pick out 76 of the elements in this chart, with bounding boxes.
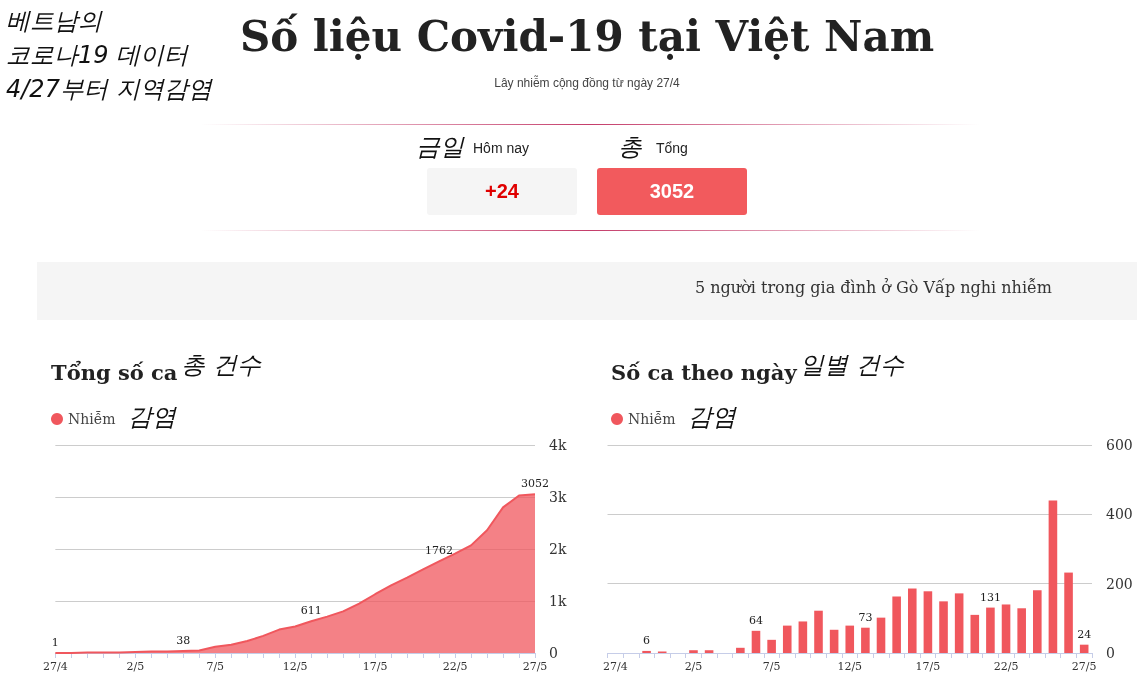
x-tick-label: 22/5	[993, 660, 1019, 673]
text: 총	[618, 132, 642, 163]
bar	[1064, 572, 1073, 653]
x-tick-label: 27/5	[522, 660, 548, 673]
y-tick-label: 0	[1106, 645, 1115, 661]
x-tick-label: 27/4	[602, 660, 628, 673]
bar	[689, 650, 698, 653]
bar	[829, 629, 839, 653]
text: +24	[427, 168, 577, 215]
y-tick-label: 400	[1106, 506, 1133, 523]
y-tick-label: 0	[549, 645, 558, 661]
x-tick-label: 17/5	[915, 660, 941, 673]
data-label: 3052	[521, 477, 549, 491]
text: 일별 건수	[800, 350, 904, 381]
y-tick-label: 200	[1106, 575, 1133, 592]
bar	[751, 630, 761, 653]
text: 5 người trong gia đình ở Gò Vấp nghi nhiễm	[695, 278, 1053, 297]
bar	[704, 650, 714, 653]
data-label: 73	[858, 610, 873, 624]
bar	[798, 621, 808, 653]
legend-label: Nhiễm	[68, 411, 116, 427]
bar	[954, 593, 964, 653]
bar	[1001, 604, 1011, 653]
bar	[939, 601, 948, 653]
bar	[642, 650, 651, 653]
y-tick-label: 3k	[549, 489, 567, 505]
x-tick-label: 7/5	[762, 660, 781, 673]
bar	[923, 591, 933, 653]
text: Số liệu Covid-19 tại Việt Nam	[239, 12, 935, 61]
data-label: 611	[300, 604, 322, 618]
bar	[1033, 590, 1042, 653]
x-tick-label: 7/5	[206, 660, 225, 673]
data-label: 1	[51, 635, 59, 649]
x-tick-label: 22/5	[442, 660, 468, 673]
data-label: 6	[643, 633, 651, 647]
data-label: 24	[1077, 627, 1092, 641]
data-label: 131	[979, 590, 1001, 604]
data-label: 1762	[425, 544, 454, 558]
y-tick-label: 2k	[549, 541, 567, 557]
chart-title: Tổng số ca	[51, 360, 178, 385]
text: 감염	[688, 402, 736, 433]
bar	[986, 607, 995, 653]
bar	[736, 647, 745, 653]
legend-label: Nhiễm	[628, 411, 676, 427]
data-label: 64	[748, 613, 763, 627]
text: Hôm nay	[473, 140, 530, 156]
x-tick-label: 2/5	[126, 660, 145, 673]
bar	[970, 614, 980, 653]
y-tick-label: 4k	[549, 437, 567, 453]
text: 금일	[416, 132, 464, 163]
bar	[1017, 608, 1026, 653]
bar	[767, 639, 776, 653]
bar	[845, 625, 855, 653]
x-tick-label: 17/5	[362, 660, 388, 673]
bar	[876, 617, 886, 653]
x-tick-label: 12/5	[837, 660, 863, 673]
x-tick-label: 2/5	[684, 660, 703, 673]
bar	[814, 610, 823, 653]
chart-title: Số ca theo ngày	[611, 360, 798, 385]
y-tick-label: 1k	[549, 593, 567, 609]
bar	[907, 588, 917, 653]
x-tick-label: 12/5	[282, 660, 308, 673]
bar	[861, 627, 870, 653]
text: 3052	[597, 168, 747, 215]
text: Lây nhiễm cộng đồng từ ngày 27/4	[494, 76, 680, 90]
text: 감염	[128, 402, 176, 433]
bar	[782, 625, 792, 653]
x-tick-label: 27/5	[1071, 660, 1097, 673]
text: 총 건수	[181, 350, 261, 381]
data-label: 38	[176, 634, 191, 648]
text: Tổng	[656, 140, 688, 156]
y-tick-label: 600	[1106, 437, 1133, 453]
text: 베트남의 코로나19 데이터 4/27부터 지역감염	[6, 6, 212, 105]
bar	[1048, 500, 1058, 653]
x-tick-label: 27/4	[43, 660, 68, 673]
bar	[892, 596, 901, 653]
